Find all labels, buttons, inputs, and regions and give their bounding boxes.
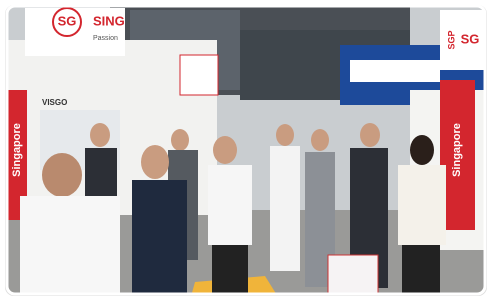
person (270, 146, 300, 271)
left-vertical-sign: Singapore (11, 123, 23, 177)
head (311, 129, 329, 151)
person (20, 196, 120, 300)
head (213, 136, 237, 164)
right-blue-sign-panel (350, 60, 440, 82)
head (42, 153, 82, 197)
head (410, 135, 434, 165)
left-logo: SG (58, 13, 77, 28)
skirt (402, 245, 440, 295)
page: Exhibition hall {"signs": {"left_banner"… (0, 0, 492, 300)
left-booth-brand: VISGO (42, 98, 67, 107)
photo: Singapore SG SING Passion VISGO Singapor… (0, 0, 492, 300)
head (276, 124, 294, 146)
head (141, 145, 169, 179)
head (90, 123, 110, 147)
head (360, 123, 380, 147)
person (208, 165, 252, 245)
trousers (212, 245, 248, 300)
left-side-banner (180, 55, 218, 95)
head (171, 129, 189, 151)
left-banner-name: SING (93, 13, 125, 28)
tote-bag (328, 255, 378, 295)
right-banner-name: SGP (446, 30, 456, 49)
right-vertical-sign: Singapore (451, 123, 463, 177)
person (398, 165, 446, 245)
person (132, 180, 187, 300)
right-logo: SG (461, 31, 480, 46)
photo-frame: Singapore SG SING Passion VISGO Singapor… (0, 0, 492, 300)
left-banner-tagline: Passion (93, 35, 118, 42)
body: Singapore SG SING Passion VISGO Singapor… (0, 0, 492, 300)
